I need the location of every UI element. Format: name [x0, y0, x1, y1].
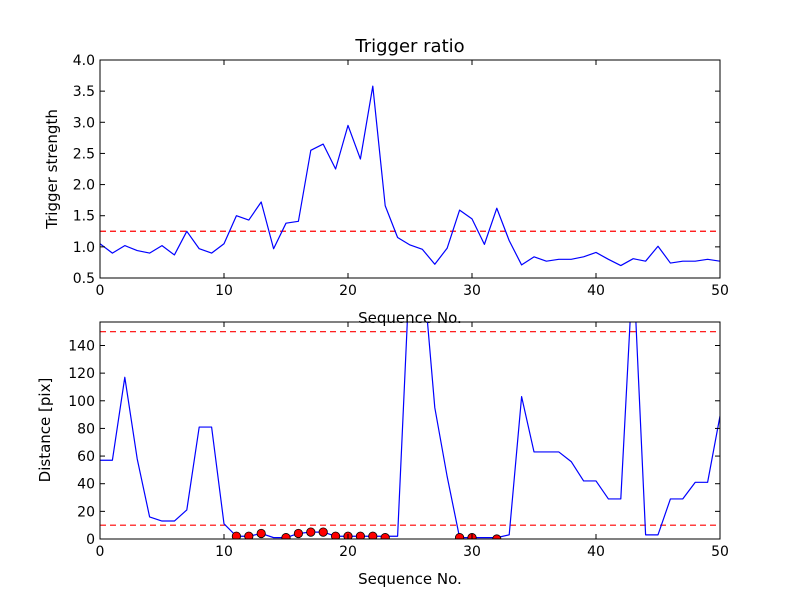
x-axis-label: Sequence No.: [358, 570, 462, 588]
y-tick-label: 100: [68, 394, 95, 410]
y-tick-label: 0: [86, 532, 95, 548]
clipped-data: [100, 322, 720, 539]
y-tick-label: 1.5: [73, 209, 95, 225]
distance-plot: 0 10 20 30 40 50 0 20 40 60 80 100 120 140 Sequence N…: [36, 321, 729, 588]
distance-plot-area: [100, 322, 720, 539]
data-point: [293, 528, 303, 539]
x-tick-label: 50: [711, 283, 729, 299]
plot-title: Trigger ratio: [354, 36, 464, 57]
y-tick-label: 0.5: [73, 271, 95, 287]
data-point: [256, 528, 266, 539]
data-point: [244, 531, 254, 539]
data-point: [355, 531, 365, 539]
y-tick-label: 80: [77, 421, 95, 437]
data-point: [306, 527, 316, 537]
x-tick-label: 10: [215, 544, 233, 560]
y-tick-label: 60: [77, 449, 95, 465]
data-point: [368, 531, 378, 539]
y-tick-label: 2.5: [73, 146, 95, 162]
x-tick-label: 40: [587, 544, 605, 560]
x-tick-label: 50: [711, 544, 729, 560]
data-point: [331, 531, 341, 539]
axes-frame: [99, 321, 721, 540]
x-tick-label: 0: [96, 544, 105, 560]
y-tick-label: 3.5: [73, 84, 95, 100]
x-tick-label: 40: [587, 283, 605, 299]
x-tick-label: 10: [215, 283, 233, 299]
y-tick-label: 3.0: [73, 115, 95, 131]
x-tick-label: 20: [339, 283, 357, 299]
x-tick-label: 30: [463, 283, 481, 299]
x-tick-label: 30: [463, 544, 481, 560]
trigger-ratio-ticks: 0 10 20 30 40 50 0.5 1.0 1.5 2.0 2.5 3.0 3.5 4.0: [73, 53, 729, 299]
x-axis-label: Sequence No.: [358, 309, 462, 327]
clipped-data: [100, 85, 720, 267]
y-axis-label: Trigger strength: [43, 109, 61, 230]
series-line: [100, 85, 720, 267]
axes-frame: [99, 59, 721, 279]
data-point: [281, 533, 291, 539]
x-tick-label: 0: [96, 283, 105, 299]
trigger-ratio-plot-area: [100, 85, 720, 267]
distance-ticks: 0 10 20 30 40 50 0 20 40 60 80 100 120 140: [68, 322, 729, 560]
y-tick-label: 40: [77, 477, 95, 493]
data-point: [455, 533, 465, 539]
x-tick-label: 20: [339, 544, 357, 560]
y-axis-label: Distance [pix]: [36, 378, 54, 483]
data-point: [318, 527, 328, 537]
data-point: [380, 533, 390, 539]
y-tick-label: 1.0: [73, 240, 95, 256]
y-tick-label: 4.0: [73, 53, 95, 69]
y-tick-label: 2.0: [73, 178, 95, 194]
y-tick-label: 140: [68, 338, 95, 354]
y-tick-label: 20: [77, 504, 95, 520]
series-line: [100, 322, 720, 539]
data-point: [231, 531, 241, 539]
y-tick-label: 120: [68, 366, 95, 382]
